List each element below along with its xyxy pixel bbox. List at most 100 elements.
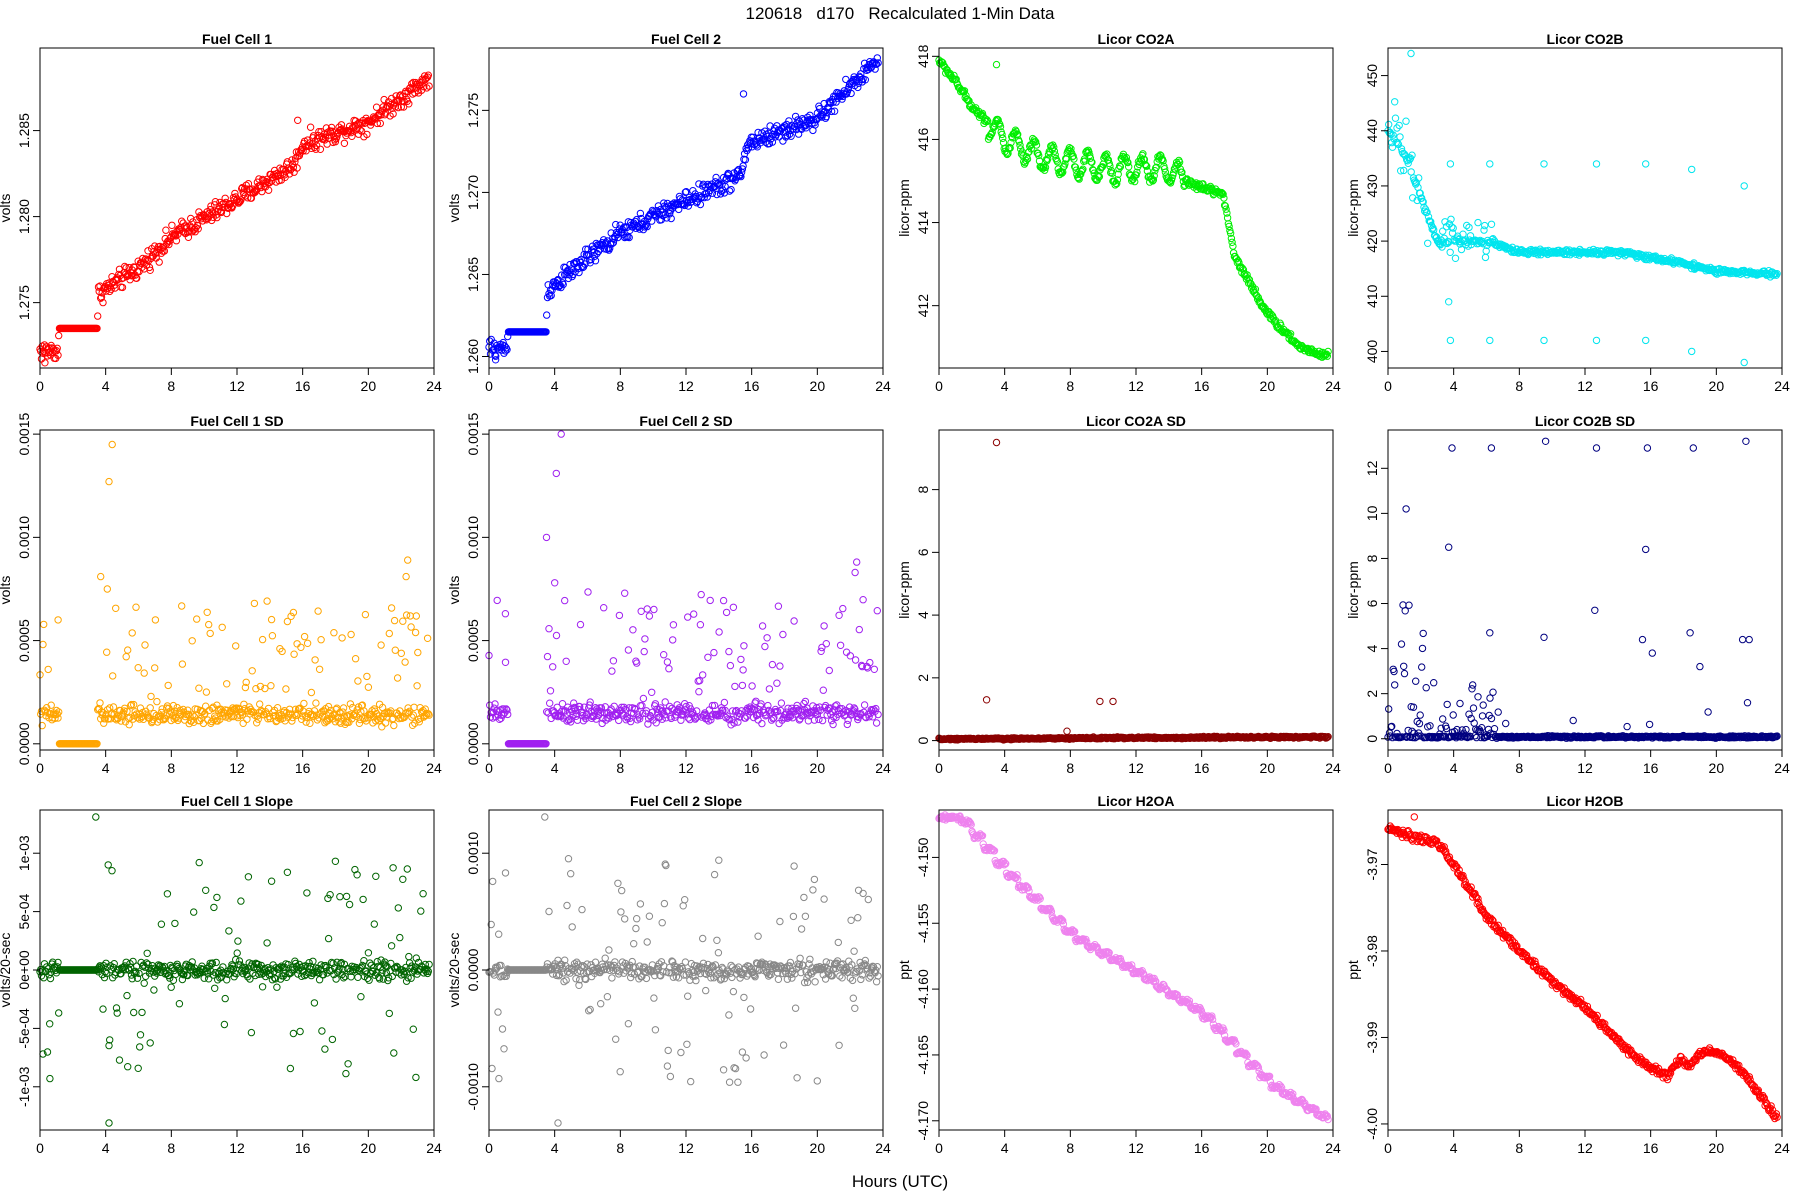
data-point <box>132 603 140 611</box>
data-point <box>801 697 810 706</box>
y-tick-label: 8 <box>915 486 931 494</box>
data-point <box>409 1025 417 1033</box>
data-point <box>1400 662 1408 670</box>
data-point <box>1078 166 1086 175</box>
data-point <box>1223 209 1231 217</box>
data-point <box>189 218 197 226</box>
data-point <box>221 994 229 1003</box>
data-point <box>195 684 203 692</box>
data-point <box>741 714 750 722</box>
data-point <box>493 596 501 605</box>
data-point <box>150 247 158 256</box>
data-point <box>631 705 639 714</box>
data-point <box>542 740 550 748</box>
data-point <box>636 209 645 218</box>
data-point <box>1244 274 1252 282</box>
x-tick-label: 8 <box>1066 378 1074 394</box>
data-point <box>743 712 751 720</box>
data-point <box>763 634 771 642</box>
data-point <box>825 666 833 675</box>
data-point <box>765 685 774 693</box>
x-tick-label: 12 <box>1128 378 1144 394</box>
data-point <box>172 232 180 240</box>
data-point <box>800 699 808 708</box>
data-point <box>327 123 336 132</box>
data-point <box>411 719 419 727</box>
data-point <box>258 175 267 184</box>
data-point <box>761 642 769 651</box>
data-point <box>395 96 403 104</box>
data-point <box>562 657 570 665</box>
data-point <box>618 703 626 711</box>
data-point <box>348 132 356 141</box>
data-point <box>390 616 399 625</box>
data-point <box>846 652 854 660</box>
data-point <box>1149 176 1158 184</box>
data-point <box>412 612 420 620</box>
data-point <box>297 643 305 651</box>
data-point <box>100 719 108 727</box>
data-point <box>739 666 747 674</box>
x-tick-label: 4 <box>102 1140 110 1156</box>
data-point <box>178 660 187 668</box>
data-point <box>205 620 213 629</box>
data-point <box>108 440 116 449</box>
data-point <box>851 656 860 664</box>
y-tick-label: 414 <box>915 211 931 235</box>
data-point <box>1494 708 1502 716</box>
panel-title: Fuel Cell 1 SD <box>190 413 283 429</box>
x-tick-label: 24 <box>426 760 442 776</box>
data-point <box>166 707 175 715</box>
data-point <box>748 682 756 690</box>
data-point <box>504 710 512 719</box>
data-point <box>1416 711 1424 719</box>
data-point <box>688 708 696 716</box>
data-point <box>570 699 578 707</box>
data-point <box>629 626 637 634</box>
data-point <box>1406 155 1414 164</box>
x-tick-label: 24 <box>1325 760 1341 776</box>
data-point <box>425 711 433 719</box>
data-point <box>695 688 703 696</box>
data-point <box>1397 167 1405 175</box>
data-point <box>1592 336 1601 345</box>
data-point <box>106 1036 114 1044</box>
data-point <box>1540 336 1548 345</box>
data-point <box>1456 699 1464 708</box>
data-point <box>114 275 122 284</box>
data-point <box>1015 138 1023 146</box>
data-point <box>1448 444 1456 452</box>
data-point <box>390 721 398 730</box>
data-point <box>285 170 294 178</box>
x-tick-label: 16 <box>1643 760 1659 776</box>
data-point <box>616 221 624 229</box>
data-point <box>134 1064 142 1073</box>
y-tick-label: 0 <box>1364 735 1380 743</box>
data-point <box>206 629 214 638</box>
data-point <box>960 87 969 95</box>
data-point <box>793 701 801 710</box>
data-point <box>663 658 672 666</box>
data-point <box>1022 156 1030 165</box>
y-tick-label: 1.260 <box>465 339 481 374</box>
figure-title: 120618 d170 Recalculated 1-Min Data <box>745 4 1055 23</box>
data-point <box>1486 629 1494 637</box>
data-point <box>136 1031 145 1039</box>
data-point <box>283 617 292 626</box>
data-point <box>1402 117 1410 125</box>
data-point <box>243 185 251 193</box>
data-point <box>590 248 598 257</box>
data-point <box>107 710 115 718</box>
data-point <box>667 214 675 223</box>
data-point <box>1424 239 1432 248</box>
data-point <box>318 1027 326 1035</box>
data-point <box>948 75 957 84</box>
data-point <box>312 699 320 707</box>
data-point <box>291 158 299 166</box>
data-point <box>1412 677 1420 685</box>
data-point <box>661 698 669 706</box>
x-tick-label: 24 <box>1325 378 1341 394</box>
x-tick-label: 16 <box>1194 760 1210 776</box>
data-point <box>41 359 49 367</box>
x-tick-label: 8 <box>616 760 624 776</box>
